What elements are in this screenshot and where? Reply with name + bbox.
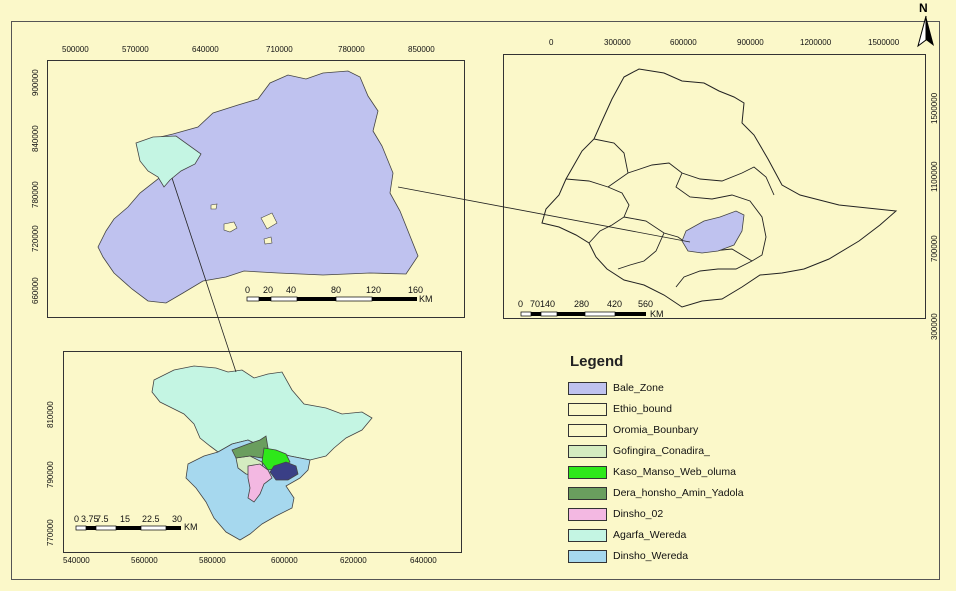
ethiopia-scale-label: 560 (638, 299, 654, 309)
connector-bale-to-ethiopia (397, 186, 691, 243)
bale-hole-2 (260, 212, 278, 230)
bale-scale-label: 0 (245, 285, 251, 295)
dinsho-x-tick: 580000 (199, 556, 226, 565)
bale-zone-map (97, 70, 419, 304)
legend-swatch (568, 466, 607, 479)
legend-label: Gofingira_Conadira_ (613, 445, 710, 457)
ethiopia-x-tick: 300000 (604, 38, 631, 47)
bale-scale-label: 40 (286, 285, 297, 295)
ethiopia-boundary-polygon (541, 68, 898, 308)
dinsho-x-tick: 640000 (410, 556, 437, 565)
bale-scale-label: 80 (331, 285, 342, 295)
dinsho-x-tick: 560000 (131, 556, 158, 565)
dinsho-map-panel: 0 3.75 7.5 15 22.5 30 KM (63, 351, 462, 553)
dinsho-x-tick: 620000 (340, 556, 367, 565)
bale-scale-label: 20 (263, 285, 274, 295)
bale-x-tick: 570000 (122, 45, 149, 54)
agarfa-wereda-polygon (151, 365, 373, 461)
legend-swatch (568, 382, 607, 395)
legend-swatch (568, 487, 607, 500)
legend-swatch (568, 445, 607, 458)
dinsho-scale-label: 0 (74, 514, 80, 524)
legend-label: Ethio_bound (613, 403, 672, 415)
ethiopia-scale-label: 280 (574, 299, 590, 309)
ethiopia-map (520, 68, 898, 317)
legend-label: Agarfa_Wereda (613, 529, 687, 541)
legend-label: Oromia_Bounbary (613, 424, 699, 436)
legend-title: Legend (570, 353, 624, 370)
bale-scale-unit: KM (419, 294, 433, 304)
legend-label: Dera_honsho_Amin_Yadola (613, 487, 744, 499)
north-arrow-letter: N (919, 1, 928, 15)
bale-scale-label: 120 (366, 285, 382, 295)
legend-swatch (568, 529, 607, 542)
dinsho-scale-label: 30 (172, 514, 183, 524)
bale-zone-map-panel: 0 20 40 80 120 160 KM (47, 60, 465, 318)
bale-x-tick: 850000 (408, 45, 435, 54)
legend-swatch (568, 550, 607, 563)
dinsho-scale-unit: KM (184, 522, 198, 532)
bale-x-tick: 710000 (266, 45, 293, 54)
dinsho-x-tick: 540000 (63, 556, 90, 565)
bale-zone-polygon (97, 70, 419, 304)
dinsho-scale-label: 22.5 (142, 514, 160, 524)
legend-swatch (568, 403, 607, 416)
ethiopia-x-tick: 900000 (737, 38, 764, 47)
dinsho-02-polygon (247, 463, 273, 503)
agarfa-highlight-polygon (135, 135, 202, 188)
north-arrow: N (914, 1, 938, 48)
ethiopia-bale-zone-polygon (681, 210, 745, 254)
legend-label: Kaso_Manso_Web_oluma (613, 466, 736, 478)
dera-honsho-amin-yadola-polygon (231, 435, 269, 459)
legend-swatch (568, 424, 607, 437)
legend-label: Dinsho_Wereda (613, 550, 689, 562)
north-arrow-icon (917, 15, 934, 48)
legend-label: Bale_Zone (613, 382, 664, 394)
ethiopia-scale-bar (520, 311, 646, 317)
ethiopia-x-tick: 600000 (670, 38, 697, 47)
bale-x-tick: 500000 (62, 45, 89, 54)
ethiopia-scale-unit: KM (650, 309, 664, 319)
legend: Legend Bale_Zone Ethio_bound Oromia_Boun… (564, 353, 794, 573)
ethiopia-x-tick: 0 (549, 38, 554, 47)
ethiopia-scale-label: 420 (607, 299, 623, 309)
dinsho-scale-label: 15 (120, 514, 131, 524)
dinsho-scale-bar (75, 525, 181, 531)
ethiopia-scale-label: 70 (530, 299, 541, 309)
dinsho-map (75, 365, 373, 541)
bale-x-tick: 640000 (192, 45, 219, 54)
ethiopia-scale-label: 0 (518, 299, 524, 309)
outer-frame (11, 21, 940, 580)
ethiopia-scale-label: 140 (540, 299, 556, 309)
bale-hole-1 (223, 221, 238, 233)
ethiopia-x-tick: 1200000 (800, 38, 832, 47)
legend-label: Dinsho_02 (613, 508, 664, 520)
legend-swatch (568, 508, 607, 521)
bale-hole-4 (263, 236, 273, 245)
bale-hole-3 (210, 203, 218, 210)
dinsho-scale-label: 3.75 (81, 514, 99, 524)
bale-scale-bar (246, 296, 417, 302)
dinsho-scale-label: 7.5 (96, 514, 109, 524)
bale-x-tick: 780000 (338, 45, 365, 54)
navy-area-polygon (269, 461, 299, 481)
dinsho-x-tick: 600000 (271, 556, 298, 565)
bale-scale-label: 160 (408, 285, 424, 295)
connector-agarfa-to-dinsho (171, 177, 237, 373)
ethiopia-map-panel: 0 70 140 280 420 560 KM (503, 54, 926, 319)
ethiopia-x-tick: 1500000 (868, 38, 900, 47)
